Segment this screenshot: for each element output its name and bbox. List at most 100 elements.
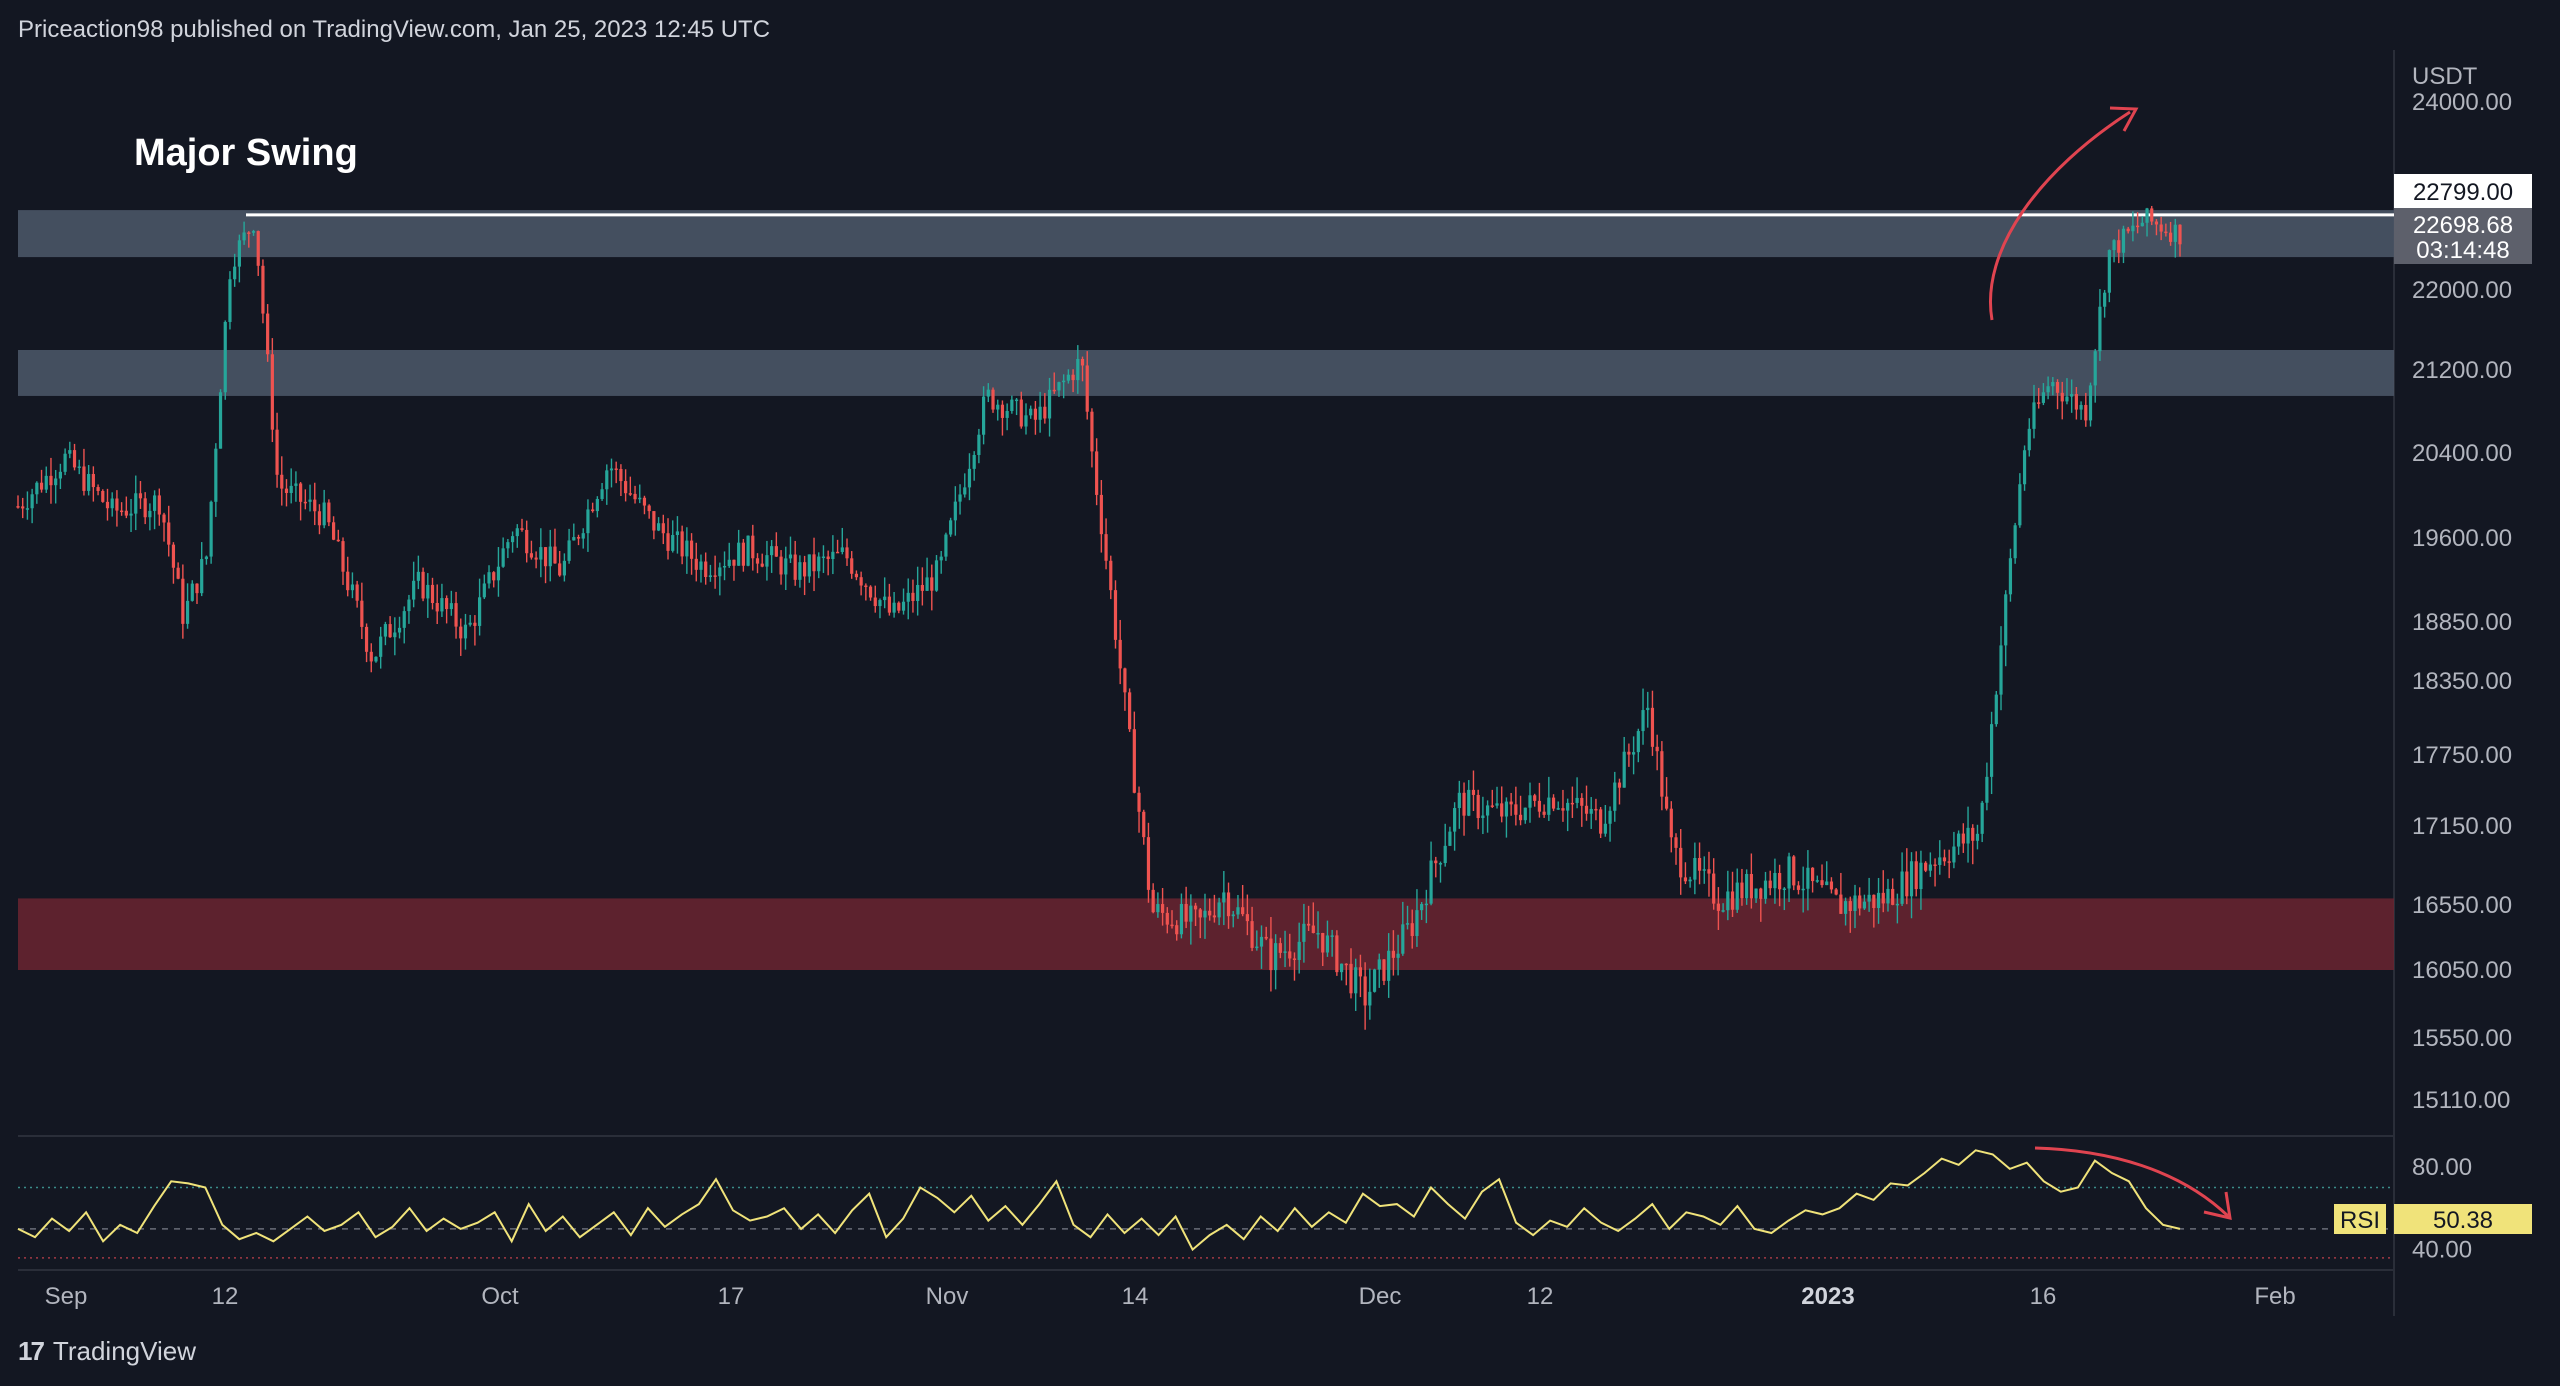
candle-body [1533,795,1537,801]
candle-body [1382,959,1386,981]
candle-body [991,389,995,410]
candle-body [275,429,279,475]
candle-body [581,533,585,539]
candle-body [1985,776,1989,803]
candle-body [416,571,420,581]
candle-body [468,622,472,625]
candle-body [1712,873,1716,904]
candle-body [1811,867,1815,882]
candle-body [1891,888,1895,905]
candle-body [1848,901,1852,912]
candle-body [247,232,251,234]
candle-body [1895,903,1899,906]
candle-body [1547,797,1551,815]
candle-body [1928,864,1932,871]
candle-body [1250,921,1254,948]
candle-body [54,478,58,486]
candle-body [2018,484,2022,526]
candle-body [152,495,157,511]
candle-body [864,585,868,588]
candle-body [1905,871,1909,897]
candle-body [1420,904,1424,911]
candle-body [1325,935,1330,953]
candle-body [77,466,81,468]
candle-body [656,523,661,531]
candle-body [510,536,515,543]
candle-body [515,528,519,537]
candle-body [1730,891,1735,910]
candle-body [2136,225,2140,228]
resistance-zone[interactable] [18,350,2394,396]
candle-body [2013,525,2017,559]
candle-body [605,470,609,490]
candle-body [614,468,618,470]
candle-body [1773,872,1777,889]
candle-body [892,602,896,613]
candle-body [600,489,604,499]
candle-body [1066,374,1070,381]
candle-body [1570,802,1574,805]
candle-body [218,392,223,449]
candle-body [1330,935,1334,937]
resistance-zone[interactable] [18,210,2394,258]
candle-body [953,501,957,521]
candle-body [2140,222,2144,227]
candle-body [784,558,788,575]
candle-body [369,651,373,662]
candle-body [393,632,397,638]
candle-body [1872,894,1876,909]
candle-body [652,511,656,531]
candle-body [1090,411,1094,452]
candle-body [1024,415,1028,427]
candle-body [1716,903,1720,911]
candle-body [1165,912,1169,925]
candle-body [1146,837,1151,890]
candle-body [110,498,114,509]
time-axis[interactable]: Sep 12 Oct 17 Nov 14 Dec 12 2023 16 Feb [45,1283,2296,1310]
candle-body [1957,833,1961,847]
candle-body [1151,889,1155,913]
candle-body [638,497,642,500]
rsi-line[interactable] [17,1149,2181,1252]
candle-body [1707,869,1711,874]
candle-body [2131,225,2135,232]
tradingview-logo-icon: 17 [18,1336,45,1366]
support-zone[interactable] [18,898,2394,970]
candle-body [1236,907,1240,915]
candle-body [1947,861,1951,863]
candle-body [567,540,571,561]
candle-body [1909,861,1914,897]
time-tick-label: 14 [1122,1283,1149,1310]
candle-body [1778,872,1782,890]
candle-body [2088,385,2093,421]
candle-body [1453,808,1457,832]
candle-body [1014,399,1019,402]
candle-body [1410,923,1414,937]
candle-body [722,565,727,568]
candle-body [1321,932,1325,953]
candle-body [143,498,147,518]
rsi-pane[interactable] [18,1138,2394,1268]
candle-body [704,561,708,578]
candle-body [331,522,336,540]
candle-body [1363,976,1367,1006]
candle-body [1283,951,1287,953]
price-axis[interactable]: 24000.00 22000.00 21200.00 20400.00 19600.00… [2412,89,2512,1264]
candle-body [1113,590,1118,640]
candle-body [39,482,44,490]
candle-body [185,600,190,624]
candle-body [1005,410,1009,418]
candle-body [803,562,807,577]
brand-name: TradingView [52,1336,196,1366]
candle-body [628,493,632,495]
candle-body [2117,240,2121,253]
candle-body [87,474,91,491]
candle-body [1255,946,1259,949]
price-tick-label: 19600.00 [2412,525,2512,552]
candle-body [831,551,835,559]
tradingview-brand[interactable]: 17 TradingView [18,1336,196,1367]
candle-body [680,531,684,557]
candle-body [2121,228,2126,253]
candle-body [266,313,270,355]
